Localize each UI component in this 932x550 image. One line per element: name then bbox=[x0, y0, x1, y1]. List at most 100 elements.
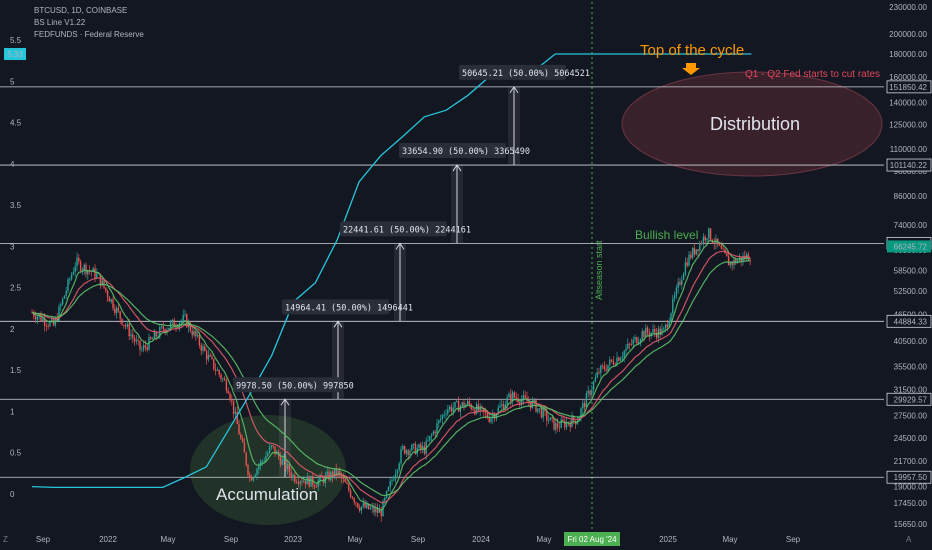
candle-body bbox=[310, 475, 312, 487]
candle-body bbox=[497, 407, 499, 414]
candle-body bbox=[486, 412, 489, 418]
candle-body bbox=[522, 395, 525, 400]
price-tick-label: 98000.00 bbox=[894, 167, 928, 176]
candle-body bbox=[292, 474, 294, 478]
candle-body bbox=[124, 325, 127, 327]
candle-body bbox=[261, 460, 264, 462]
candle-body bbox=[619, 358, 622, 361]
candle-body bbox=[396, 470, 399, 474]
candle-body bbox=[202, 346, 204, 351]
candle-body bbox=[205, 350, 208, 360]
candle-body bbox=[319, 475, 321, 481]
candle-body bbox=[285, 458, 287, 470]
candle-body bbox=[720, 245, 723, 249]
candle-body bbox=[695, 249, 697, 255]
candle-body bbox=[596, 372, 598, 378]
price-tick-label: 200000.00 bbox=[889, 30, 927, 39]
time-axis: Sep 2022 May Sep 2023 May Sep 2024 May 2025 May Sep bbox=[36, 535, 801, 544]
auto-scale-button[interactable]: A bbox=[906, 535, 912, 544]
candle-body bbox=[144, 345, 147, 348]
candle-body bbox=[583, 403, 586, 408]
candle-body bbox=[263, 460, 265, 462]
candle-body bbox=[128, 324, 130, 337]
candle-body bbox=[470, 404, 472, 410]
candle-body bbox=[254, 475, 256, 478]
distribution-zone bbox=[621, 71, 883, 177]
candle-body bbox=[402, 446, 404, 450]
candle-body bbox=[418, 444, 420, 449]
rate-tick-label: 0 bbox=[10, 490, 15, 499]
candle-body bbox=[609, 359, 611, 365]
measure-tag: 22441.61 (50.00%) 2244161 bbox=[343, 225, 471, 235]
bullish-level-label: Bullish level bbox=[635, 228, 698, 242]
candle-body bbox=[72, 271, 75, 275]
candle-body bbox=[299, 481, 301, 484]
candle-body bbox=[121, 318, 123, 325]
candle-body bbox=[106, 290, 109, 298]
candle-body bbox=[182, 314, 184, 321]
candle-body bbox=[427, 440, 429, 442]
candle-body bbox=[87, 270, 89, 275]
candle-body bbox=[549, 417, 552, 421]
candle-body bbox=[474, 409, 476, 414]
candle-body bbox=[515, 397, 517, 399]
candle-body bbox=[353, 498, 355, 503]
candle-body bbox=[650, 332, 652, 337]
candle-body bbox=[241, 438, 244, 443]
indicator-title: BS Line V1.22 bbox=[34, 18, 86, 27]
candle-body bbox=[555, 423, 557, 430]
candle-body bbox=[214, 368, 217, 371]
candle-body bbox=[227, 390, 229, 394]
candle-body bbox=[565, 421, 568, 428]
candle-body bbox=[495, 413, 498, 419]
candle-body bbox=[108, 297, 111, 302]
measure-tag: 14964.41 (50.00%) 1496441 bbox=[285, 303, 413, 313]
candle-body bbox=[47, 325, 49, 327]
candle-body bbox=[643, 331, 645, 337]
candle-body bbox=[40, 315, 42, 322]
candle-body bbox=[564, 420, 566, 428]
candle-body bbox=[506, 397, 508, 405]
candle-body bbox=[346, 482, 348, 484]
candle-body bbox=[641, 331, 643, 340]
candle-body bbox=[675, 287, 678, 296]
measure-tag-box bbox=[340, 221, 447, 237]
candle-body bbox=[117, 307, 120, 312]
price-tick-label: 27500.00 bbox=[894, 412, 928, 421]
candle-body bbox=[110, 299, 112, 302]
candle-body bbox=[373, 506, 375, 513]
candle-body bbox=[693, 248, 696, 255]
candle-body bbox=[697, 249, 699, 251]
candle-body bbox=[722, 248, 724, 250]
candle-body bbox=[78, 257, 80, 262]
ray-arrow-icon bbox=[452, 164, 462, 172]
candle-body bbox=[699, 242, 701, 251]
price-tick-label: 160000.00 bbox=[889, 73, 927, 82]
current-price-tag bbox=[887, 240, 931, 253]
candle-body bbox=[313, 485, 316, 487]
candle-body bbox=[67, 279, 69, 291]
candle-body bbox=[270, 445, 273, 448]
candle-body bbox=[378, 509, 381, 513]
ema-line bbox=[31, 250, 751, 504]
candle-body bbox=[36, 316, 39, 320]
candle-body bbox=[540, 408, 543, 418]
candle-body bbox=[81, 269, 84, 271]
candle-body bbox=[411, 444, 413, 451]
accumulation-label: Accumulation bbox=[216, 485, 318, 504]
candle-body bbox=[186, 314, 188, 328]
candle-body bbox=[247, 465, 249, 475]
zoom-icon[interactable]: Z bbox=[3, 535, 8, 544]
price-tick-label: 21700.00 bbox=[894, 457, 928, 466]
candle-body bbox=[511, 392, 514, 402]
candle-body bbox=[33, 312, 35, 317]
accumulation-zone bbox=[190, 415, 346, 525]
candle-body bbox=[400, 449, 402, 464]
candle-body bbox=[684, 262, 687, 274]
candle-body bbox=[490, 418, 492, 422]
current-price-label: 66245.72 bbox=[894, 242, 928, 251]
candle-body bbox=[735, 259, 737, 264]
candle-body bbox=[384, 497, 386, 501]
candle-body bbox=[454, 401, 456, 408]
